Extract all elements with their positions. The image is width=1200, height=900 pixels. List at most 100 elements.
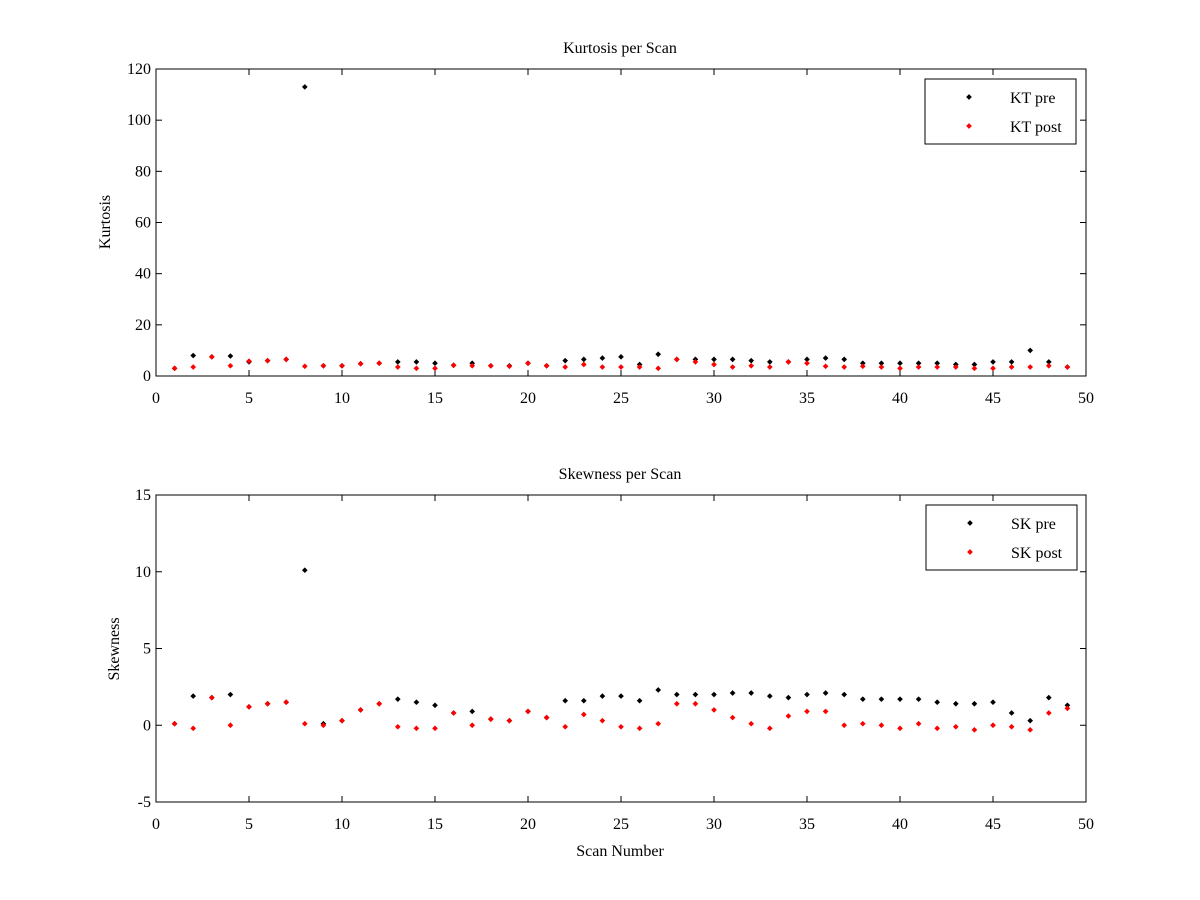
skewness-chart: Skewness per Scan Skewness Scan Number 0… <box>106 466 1094 860</box>
data-point <box>990 722 996 729</box>
data-point <box>264 700 271 707</box>
legend: KT pre KT post <box>924 78 1077 145</box>
data-point <box>711 691 717 698</box>
data-point <box>897 725 903 732</box>
data-point <box>506 717 513 724</box>
data-point <box>878 360 885 367</box>
tick-labels: 0 5 10 15 20 25 30 35 40 45 50 0 20 40 60 80 100 120 <box>127 61 1094 407</box>
data-point <box>729 690 736 696</box>
data-point <box>190 364 197 370</box>
data-point <box>822 355 829 361</box>
data-point <box>1045 694 1052 701</box>
data-point <box>766 693 773 699</box>
data-point <box>1064 364 1071 370</box>
data-point <box>655 687 662 693</box>
data-point <box>878 364 885 370</box>
data-point <box>971 700 978 707</box>
data-point <box>636 697 643 704</box>
data-point <box>227 722 234 729</box>
data-point <box>618 364 624 370</box>
data-point <box>432 702 438 709</box>
data-point <box>599 364 606 370</box>
y-axis-label: Skewness <box>106 617 123 680</box>
chart-title: Kurtosis per Scan <box>563 40 677 57</box>
data-point <box>655 720 662 727</box>
x-tick-label: 50 <box>1078 390 1094 407</box>
data-point <box>562 357 569 364</box>
data-point <box>413 699 420 706</box>
data-point <box>1008 710 1015 716</box>
data-point <box>580 697 587 704</box>
data-point <box>785 359 792 365</box>
data-point <box>357 707 364 713</box>
y-tick-label: 10 <box>135 564 151 581</box>
y-tick-label: 80 <box>135 163 151 180</box>
data-point <box>1027 727 1034 733</box>
data-point <box>859 360 866 367</box>
data-point <box>506 363 513 370</box>
data-point <box>525 708 531 715</box>
x-tick-label: 0 <box>152 390 160 407</box>
legend-box <box>925 504 1078 571</box>
data-point <box>841 722 848 729</box>
data-point <box>711 361 717 368</box>
data-point <box>1027 347 1034 354</box>
data-point <box>469 362 476 369</box>
x-tick-label: 10 <box>334 390 350 407</box>
data-point <box>915 720 922 727</box>
x-tick-label: 25 <box>613 390 629 407</box>
data-point <box>785 694 792 701</box>
y-tick-label: 0 <box>143 717 151 734</box>
data-point <box>729 714 736 721</box>
data-point <box>692 359 699 365</box>
data-point <box>432 725 438 732</box>
data-point <box>1027 364 1034 370</box>
data-point <box>990 365 996 372</box>
data-point <box>1008 364 1015 370</box>
legend-marker <box>966 94 972 100</box>
x-tick-label: 30 <box>706 390 722 407</box>
data-point <box>766 725 773 732</box>
data-point <box>934 364 941 370</box>
legend-label: KT pre <box>1010 90 1055 107</box>
data-point <box>246 358 252 364</box>
data-point <box>971 365 978 372</box>
data-point <box>562 697 569 704</box>
x-tick-label: 35 <box>799 390 815 407</box>
data-point <box>264 357 271 364</box>
data-point <box>673 700 680 707</box>
data-point <box>618 693 624 699</box>
legend-label: KT post <box>1010 119 1062 136</box>
y-tick-label: 120 <box>127 61 151 78</box>
kurtosis-chart: Kurtosis per Scan Kurtosis 0 5 10 15 20 25 30 3… <box>97 40 1094 407</box>
data-point <box>562 364 569 370</box>
data-point <box>729 356 736 363</box>
y-tick-label: 100 <box>127 112 151 129</box>
data-point <box>301 720 308 727</box>
data-point <box>934 360 941 367</box>
data-point <box>804 360 810 367</box>
x-tick-label: 45 <box>985 390 1001 407</box>
data-point <box>283 356 290 363</box>
data-point <box>673 691 680 698</box>
legend-marker <box>967 520 973 526</box>
data-point <box>841 691 848 698</box>
data-point <box>878 722 885 729</box>
data-point <box>599 717 606 724</box>
data-point <box>934 699 941 706</box>
data-point <box>859 363 866 370</box>
data-point <box>1045 362 1052 369</box>
x-tick-label: 15 <box>427 816 443 833</box>
data-point <box>246 704 252 710</box>
data-point <box>301 84 308 90</box>
data-point <box>599 693 606 699</box>
legend-box <box>924 78 1077 145</box>
data-point <box>1045 359 1052 365</box>
data-point <box>729 364 736 370</box>
data-points <box>171 567 1071 733</box>
data-point <box>1008 723 1015 730</box>
data-point <box>562 723 569 730</box>
y-tick-label: 60 <box>135 215 151 232</box>
data-point <box>432 360 438 367</box>
